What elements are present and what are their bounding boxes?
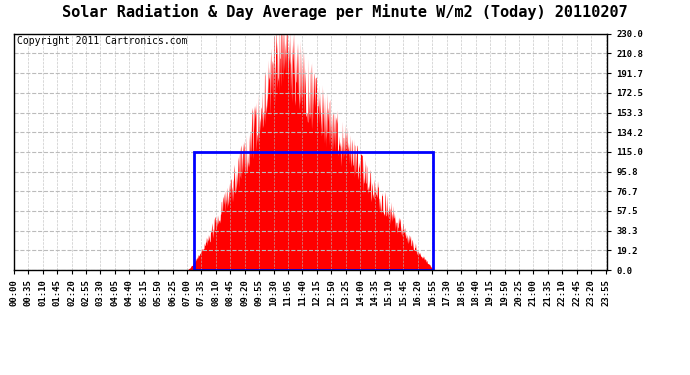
Text: Copyright 2011 Cartronics.com: Copyright 2011 Cartronics.com [17, 36, 187, 46]
Text: Solar Radiation & Day Average per Minute W/m2 (Today) 20110207: Solar Radiation & Day Average per Minute… [62, 4, 628, 20]
Bar [194, 152, 433, 270]
